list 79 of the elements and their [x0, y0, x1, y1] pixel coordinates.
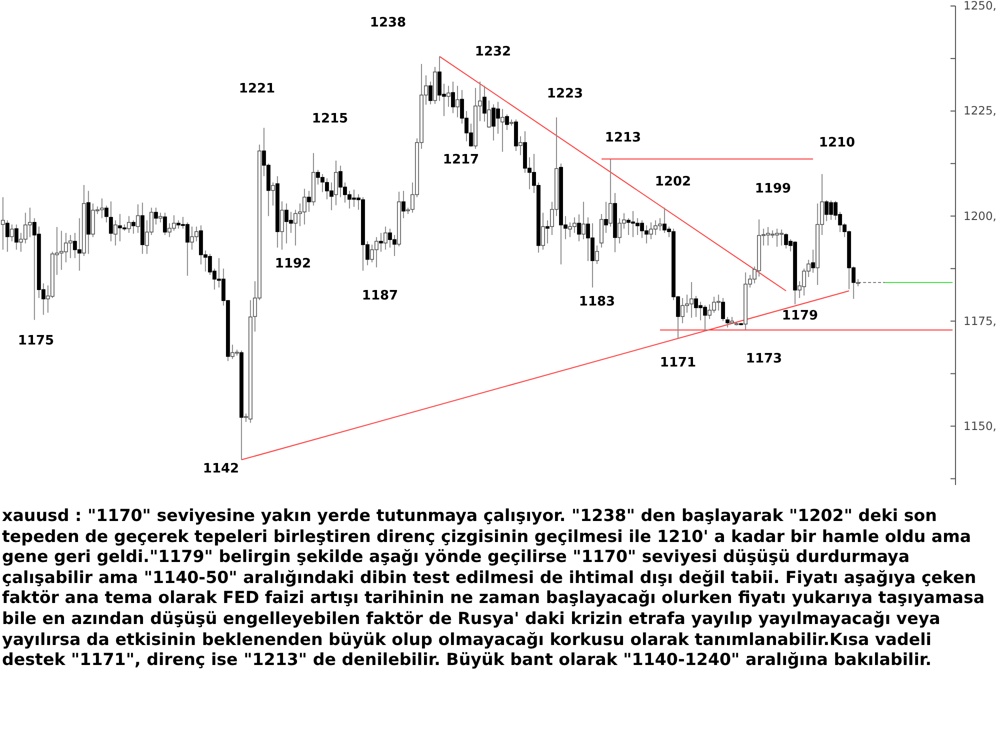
- y-tick-label: 1200,: [964, 208, 996, 223]
- candlestick: [500, 108, 504, 152]
- candlestick: [5, 220, 10, 252]
- annotation: 1175: [18, 334, 54, 348]
- candlestick: [154, 207, 158, 225]
- candlestick: [784, 232, 788, 249]
- candlestick: [811, 249, 816, 274]
- candlestick: [185, 222, 190, 276]
- annotation: 1202: [654, 174, 692, 190]
- candlestick: [104, 205, 108, 223]
- annotation: 1171: [660, 356, 696, 370]
- candlestick: [136, 204, 140, 234]
- candlestick: [595, 245, 599, 264]
- candlestick: [384, 226, 388, 250]
- candlestick: [680, 298, 685, 324]
- candlestick: [546, 220, 550, 244]
- candlestick: [541, 212, 545, 250]
- y-tick-label: 1225,: [964, 104, 996, 118]
- candlestick: [456, 85, 460, 118]
- candlestick: [487, 100, 491, 128]
- candlestick: [428, 81, 432, 105]
- annotation: 1210: [818, 136, 856, 150]
- annotation: 1217: [442, 152, 480, 168]
- candlestick: [10, 224, 14, 242]
- y-tick-label: 1250,: [964, 0, 996, 13]
- candlestick: [113, 220, 118, 246]
- candlestick: [726, 316, 730, 328]
- candlestick: [126, 216, 131, 234]
- candlestick: [270, 182, 275, 206]
- y-tick-label: 1175,: [964, 314, 996, 328]
- annotation: 1232: [474, 44, 512, 60]
- candlestick: [68, 234, 72, 259]
- candlestick: [402, 190, 406, 219]
- annotation: 1173: [746, 352, 782, 366]
- candlestick: [14, 224, 18, 250]
- candlestick: [451, 81, 455, 114]
- annotation: 1213: [604, 130, 642, 146]
- candlestick: [482, 85, 486, 122]
- annotation: 1187: [362, 288, 398, 304]
- candlestick: [288, 211, 293, 234]
- candlestick: [194, 226, 198, 242]
- candlestick: [505, 114, 509, 130]
- annotation: 1199: [754, 182, 792, 196]
- candlestick: [604, 201, 608, 234]
- candlestick: [518, 136, 522, 156]
- candlestick: [600, 213, 604, 248]
- annotation: 1221: [238, 82, 276, 96]
- candlestick: [77, 218, 82, 272]
- annotation: 1192: [274, 256, 312, 272]
- candlestick: [172, 214, 176, 232]
- candlestick: [577, 214, 581, 242]
- candlestick: [662, 207, 667, 234]
- annotation: 1238: [370, 16, 406, 30]
- candlestick: [108, 200, 113, 242]
- candlestick: [100, 198, 104, 219]
- candlestick: [446, 85, 450, 108]
- candlestick: [307, 190, 311, 212]
- candlestick: [824, 200, 829, 222]
- annotation: 1179: [782, 308, 818, 324]
- candlestick: [0, 196, 5, 250]
- candlestick: [608, 158, 612, 228]
- candlestick: [158, 212, 162, 223]
- annotation: 1215: [312, 112, 348, 126]
- candlestick: [694, 295, 698, 318]
- annotation: 1183: [578, 294, 616, 310]
- candlestick: [721, 298, 726, 322]
- candlestick: [162, 212, 167, 236]
- annotation: 1223: [546, 86, 584, 102]
- candlestick: [131, 220, 136, 234]
- y-tick-label: 1150,: [964, 418, 996, 433]
- annotation: 1142: [202, 462, 240, 476]
- candlestick: [708, 304, 712, 320]
- candlestick: [514, 118, 518, 152]
- candlestick: [334, 160, 338, 206]
- candlestick: [582, 201, 586, 240]
- text: xauusd : "1170" seviyesine yakın yerde tutunmaya çalışıyor. "1238" den başlayarak "1202" deki son tepeden de geçerek tepeleri birleştiren direnç çizgisinin geçilmesi ile 1210' a kadar bir hamle oldu ama gene geri geldi."1179" belirgin şekilde aşağı yönde geçilirse "1170" seviyesi düşüşü durdurmaya çalışabilir ama "1140-50" aralığındaki dibin test edilmesi de ihtimal dışı değil tabii. Fiyatı aşağıya çeken faktör ana tema olarak FED faizi artışı tarihinin ne zaman başlayacağı olurken fiyatı yukarıya taşıyamasa bile en azından düşüşü engelleyebilen faktör de Rusya' daki krizin etrafa yayılıp yayılmayacağı veya yayılırsa da etkisinin beklenenden büyük olup olmayacağı korkusu olarak tanımlanabilir.Kısa vadeli destek "1171", direnç ise "1213" de denilebilir. Büyük bant olarak "1140-1240" aralığına bakılabilir.: [2, 506, 986, 671]
- candlestick: [280, 200, 284, 250]
- candlestick: [379, 232, 383, 252]
- candlestick: [28, 207, 32, 238]
